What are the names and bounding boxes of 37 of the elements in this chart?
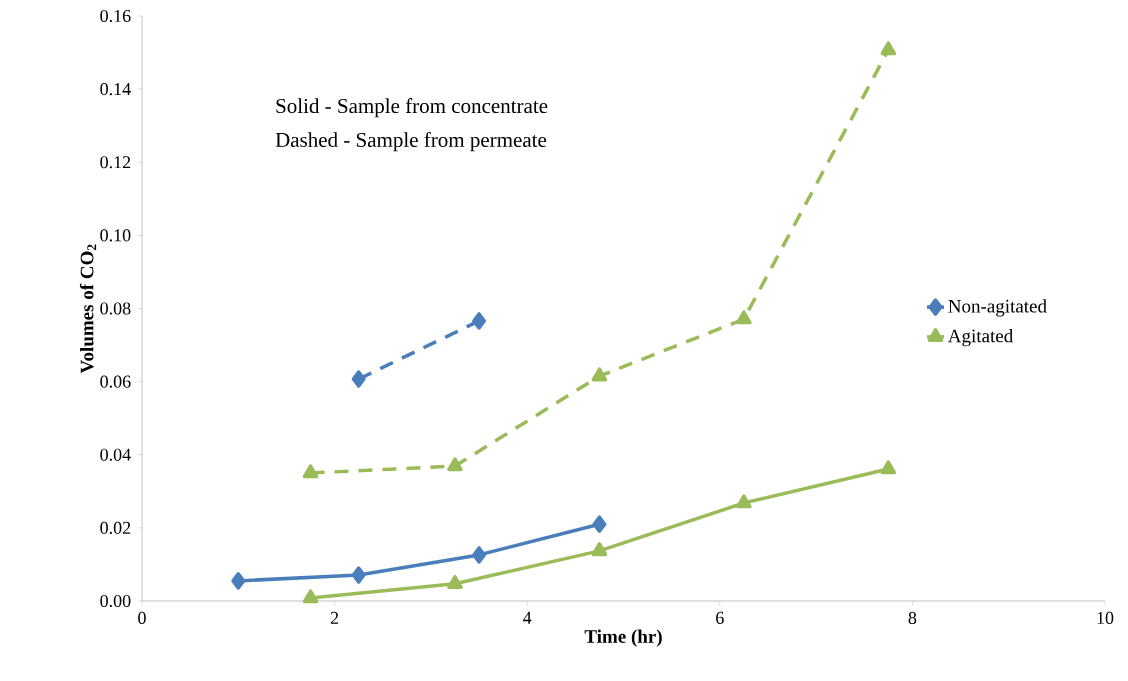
legend-label: Non-agitated xyxy=(948,299,1047,317)
point xyxy=(302,464,319,479)
y-tick-label: 0.14 xyxy=(100,83,131,96)
point xyxy=(472,312,487,330)
legend-label: Agitated xyxy=(947,328,1014,347)
y-tick-label: 0.10 xyxy=(100,229,131,242)
y-tick-label: 0.06 xyxy=(100,375,131,388)
x-tick-label: 2 xyxy=(330,611,339,624)
x-tick-label: 4 xyxy=(523,611,532,624)
annotation: Dashed - Sample from permeate xyxy=(275,132,547,152)
x-axis-title: Time (hr) xyxy=(584,629,662,647)
point xyxy=(880,41,897,56)
y-tick-label: 0.16 xyxy=(100,9,131,23)
y-tick-label: 0.02 xyxy=(100,521,131,534)
y-tick-label: 0.04 xyxy=(100,448,131,461)
point xyxy=(880,460,897,475)
point xyxy=(351,370,366,388)
point xyxy=(351,566,366,584)
x-tick-label: 6 xyxy=(716,611,724,624)
point xyxy=(736,310,752,325)
y-tick-label: 0.00 xyxy=(100,594,131,608)
point xyxy=(472,546,487,564)
annotation: Solid - Sample from concentrate xyxy=(276,98,548,118)
point xyxy=(447,457,463,472)
point xyxy=(231,572,246,590)
point xyxy=(302,589,319,604)
x-tick-label: 10 xyxy=(1097,611,1114,625)
point xyxy=(591,542,608,557)
y-axis-title: Volumes of CO$_{2}$ xyxy=(79,244,97,374)
x-tick-label: 0 xyxy=(138,611,146,625)
x-tick-label: 8 xyxy=(908,611,917,625)
point xyxy=(592,515,607,533)
point xyxy=(447,575,463,590)
point xyxy=(591,367,608,382)
y-tick-label: 0.12 xyxy=(100,156,131,169)
y-tick-label: 0.08 xyxy=(100,302,131,315)
point xyxy=(736,494,752,509)
